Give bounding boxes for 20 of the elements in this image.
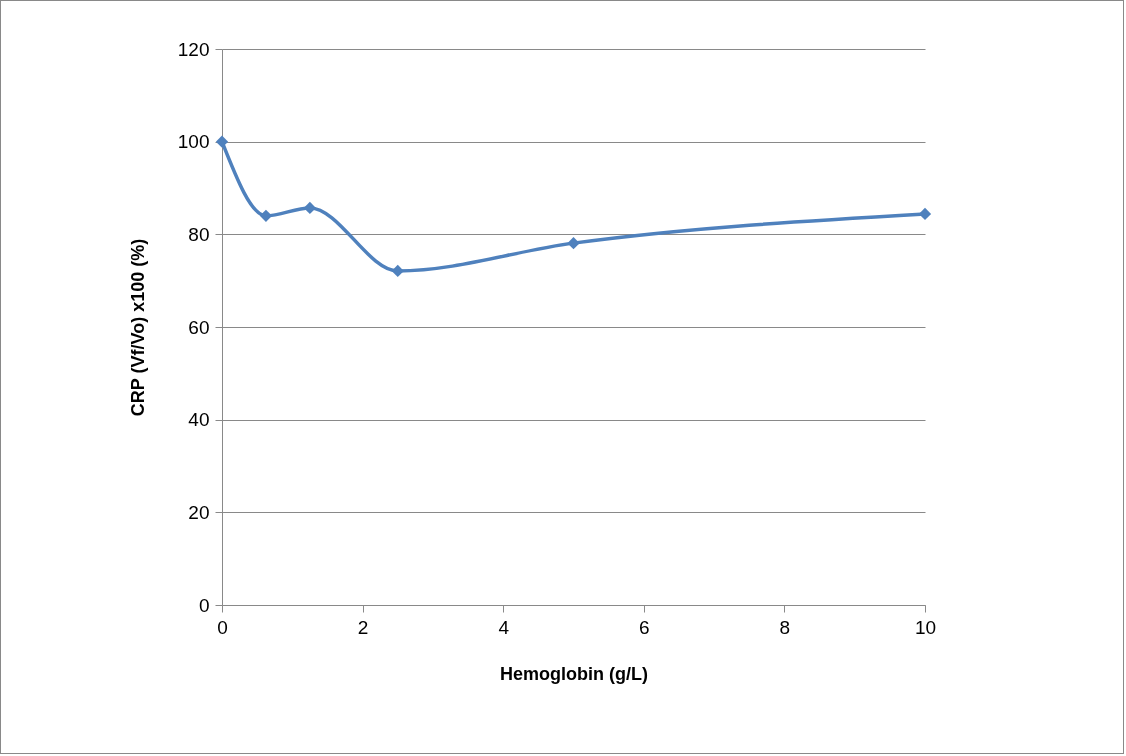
y-tick-label: 120	[177, 38, 210, 60]
point	[259, 209, 273, 222]
x-tick-label: 8	[779, 616, 791, 638]
x-axis-title: Hemoglobin (g/L)	[500, 663, 648, 684]
point	[918, 207, 932, 221]
y-tick-label: 0	[198, 594, 210, 616]
y-tick-label: 80	[188, 223, 210, 245]
x-tick-label: 0	[217, 616, 228, 638]
y-tick-label: 100	[177, 131, 210, 153]
y-tick-label: 60	[188, 316, 210, 338]
x-tick-label: 2	[357, 616, 369, 638]
point	[303, 201, 316, 215]
x-tick-label: 4	[498, 616, 510, 638]
point	[567, 237, 580, 250]
y-tick-label: 20	[188, 501, 210, 523]
y-axis-title: CRP (Vf/Vo) x100 (%)	[127, 238, 148, 417]
x-tick-label: 6	[639, 616, 650, 638]
y-tick-label: 40	[188, 409, 210, 431]
point	[391, 264, 404, 278]
x-tick-label: 10	[914, 616, 937, 638]
